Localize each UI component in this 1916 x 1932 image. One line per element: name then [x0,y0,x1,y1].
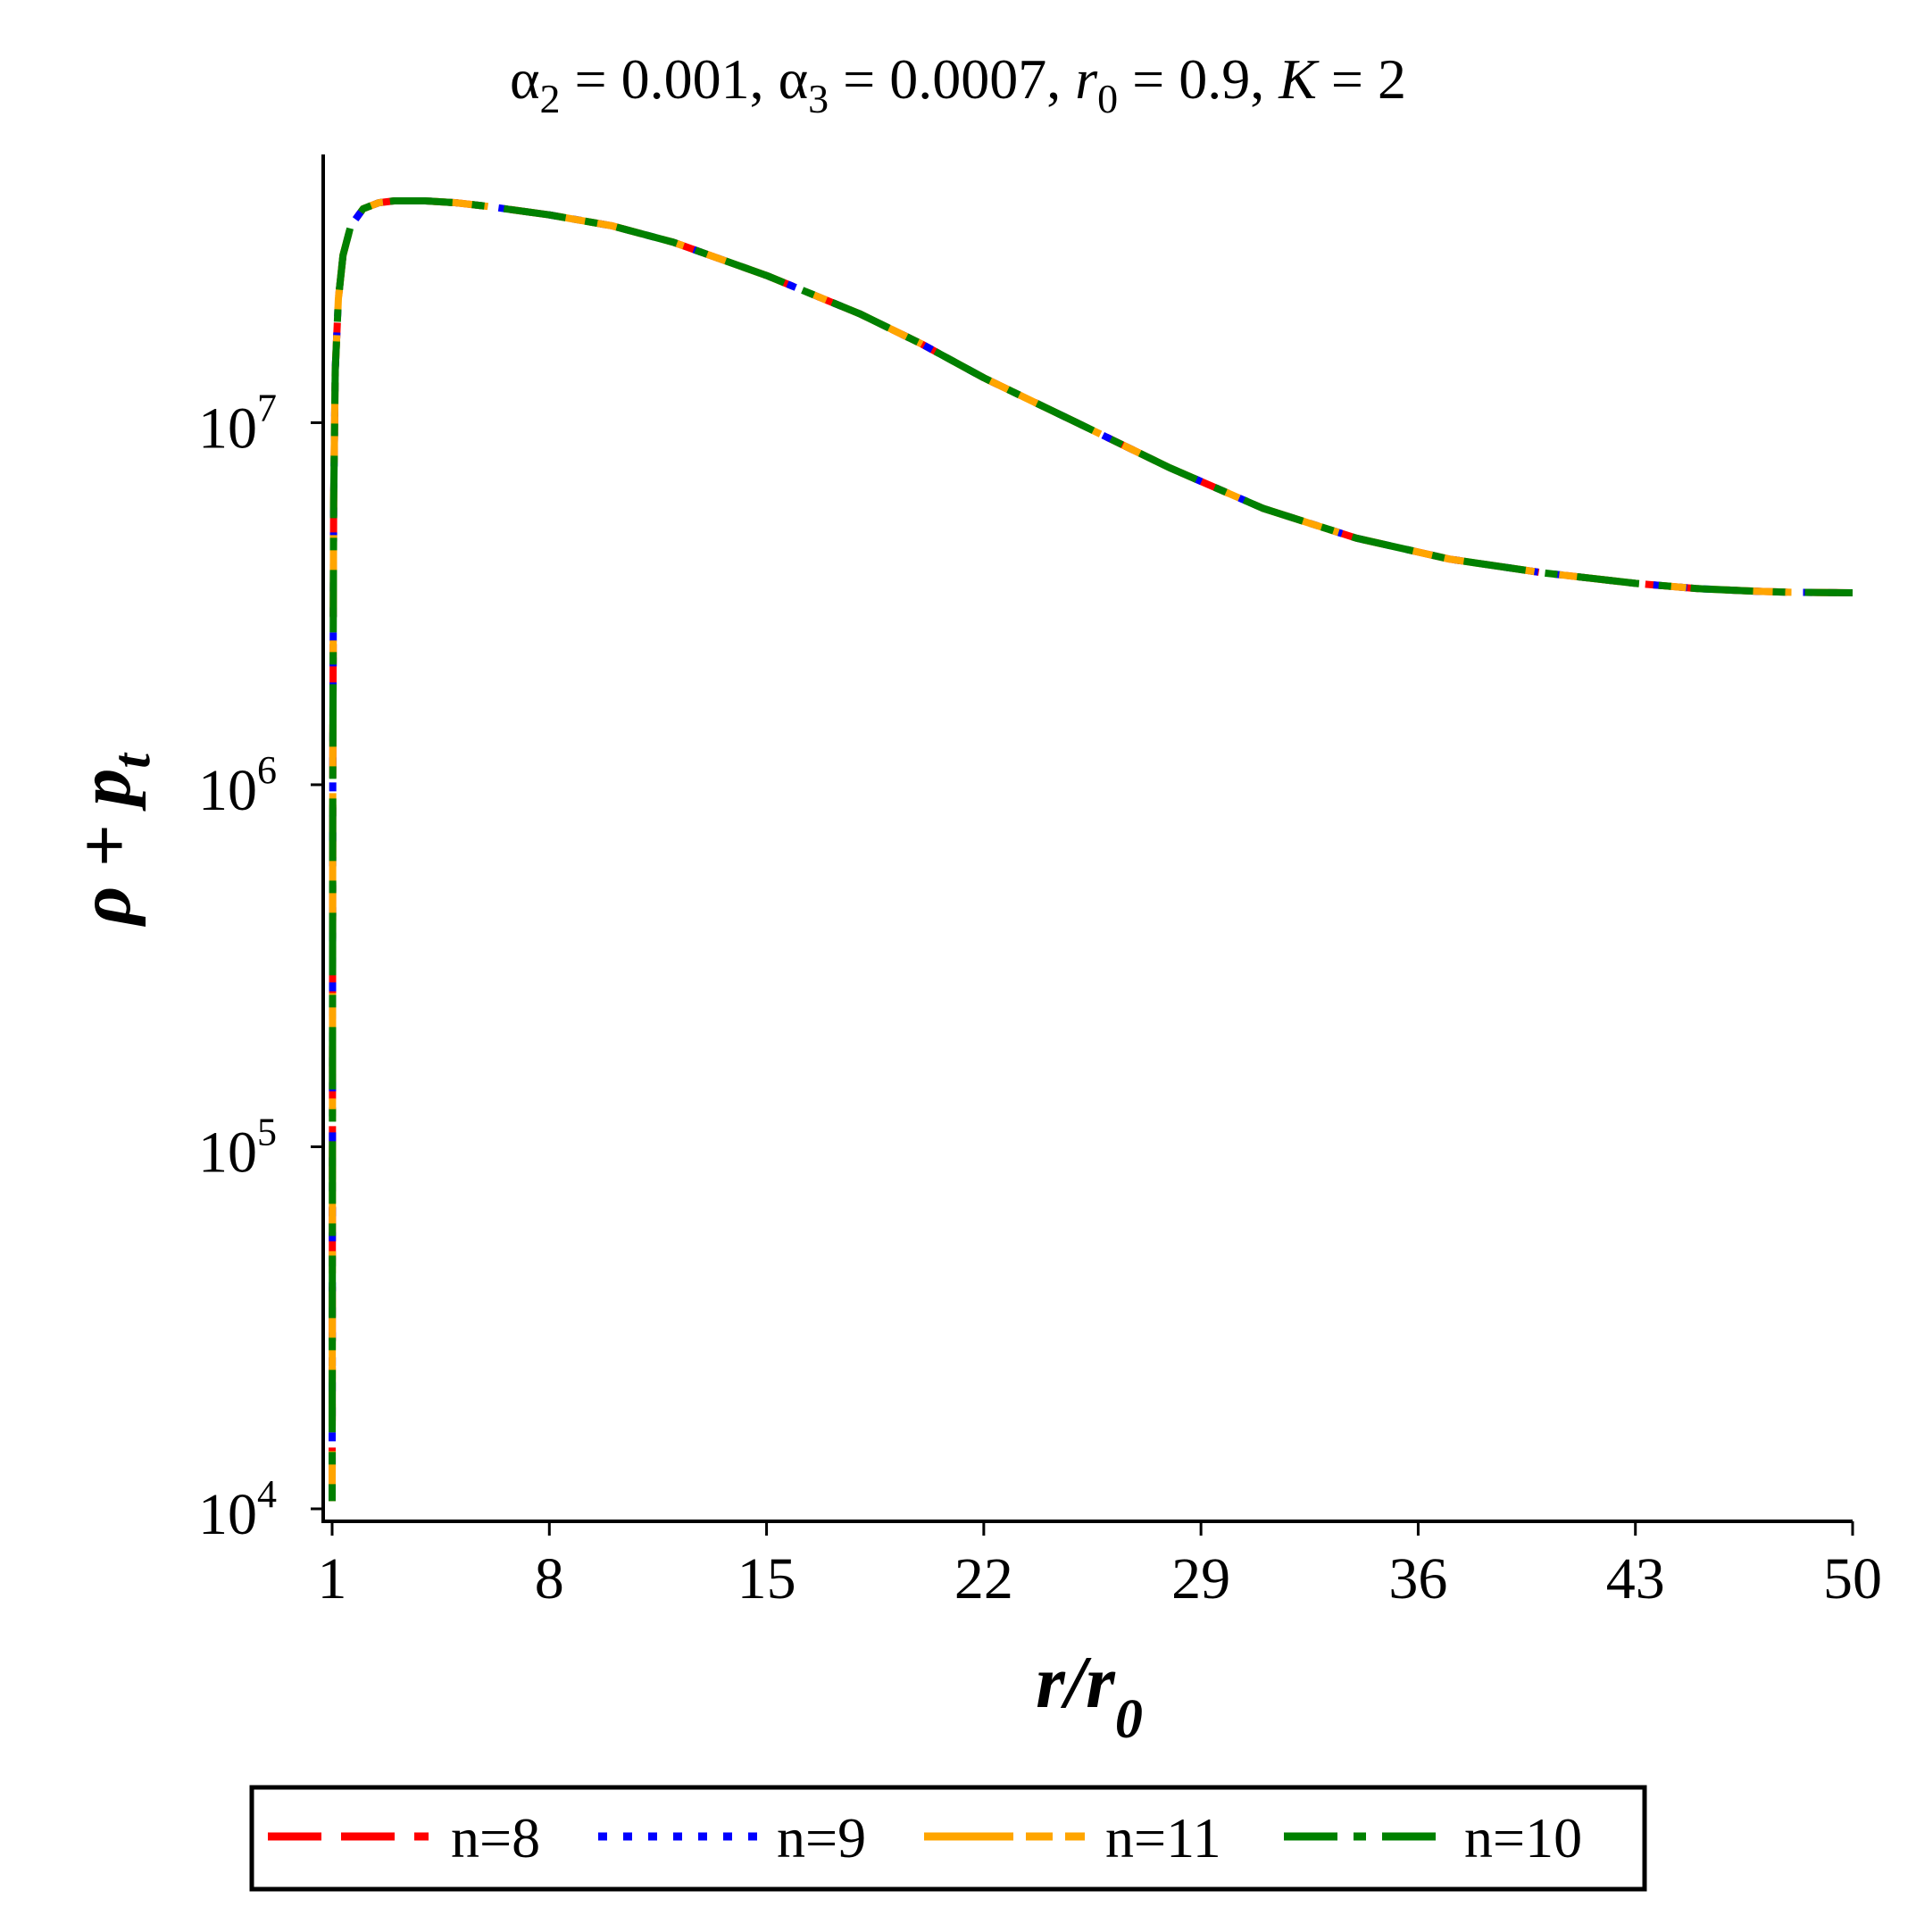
series-line-n-10 [329,197,1854,1502]
series-line-n-8 [329,197,1854,1502]
series-line-n-11 [329,197,1854,1502]
title-alpha3-value: = 0.0007, [829,47,1075,111]
y-tick-label-base: 10 [198,1482,257,1547]
series-line-n-9 [329,197,1854,1502]
y-tick-label-exponent: 7 [257,386,277,429]
y-axis-label-main: ρ + p [63,769,146,928]
title-alpha2-symbol: α [510,47,540,111]
chart-title: α2 = 0.001, α3 = 0.0007, r0 = 0.9, K = 2 [510,47,1406,121]
y-tick-label: 105 [198,1110,277,1185]
y-tick-label: 104 [198,1472,277,1547]
y-tick-label-exponent: 4 [257,1472,277,1516]
y-tick-label-exponent: 6 [257,748,277,792]
legend-label-n-11: n=11 [1105,1806,1221,1870]
y-tick-label-exponent: 5 [257,1110,277,1153]
x-tick-label: 43 [1606,1546,1665,1611]
x-tick-label: 22 [954,1546,1013,1611]
title-k-symbol: K [1278,47,1320,111]
title-r0-sub: 0 [1097,76,1118,121]
plot-series [329,197,1854,1502]
x-tick-label: 29 [1171,1546,1230,1611]
title-alpha2-value: = 0.001, [561,47,779,111]
legend-label-n-9: n=9 [777,1806,866,1870]
legend-items: n=8 n=9 n=11 n=10 [268,1806,1582,1870]
y-axis-label: ρ + pt [63,752,161,928]
x-axis-label-sub: 0 [1115,1689,1143,1750]
title-alpha2-sub: 2 [540,76,561,121]
y-tick-label-base: 10 [198,758,257,823]
title-r0-symbol: r [1075,47,1098,111]
title-k-value: = 2 [1317,47,1406,111]
x-tick-label: 1 [318,1546,347,1611]
title-alpha3-symbol: α [779,47,809,111]
legend-label-n-10: n=10 [1464,1806,1582,1870]
y-axis-label-sub: t [102,752,161,769]
y-tick-label-base: 10 [198,1120,257,1185]
x-tick-label: 8 [535,1546,564,1611]
x-tick-label: 15 [737,1546,796,1611]
y-tick-label: 106 [198,748,277,823]
y-tick-label: 107 [198,386,277,461]
x-tick-label: 36 [1388,1546,1447,1611]
title-alpha3-sub: 3 [808,76,829,121]
x-tick-label: 50 [1823,1546,1882,1611]
legend-label-n-8: n=8 [451,1806,540,1870]
y-tick-label-base: 10 [198,396,257,461]
title-r0-value: = 0.9, [1118,47,1279,111]
x-axis-label-main: r/r [1036,1641,1116,1724]
x-ticks: 1 8 15 22 29 36 43 50 [318,1521,1882,1611]
x-axis-label: r/r0 [1036,1641,1143,1750]
legend: n=8 n=9 n=11 n=10 [249,1785,1647,1892]
